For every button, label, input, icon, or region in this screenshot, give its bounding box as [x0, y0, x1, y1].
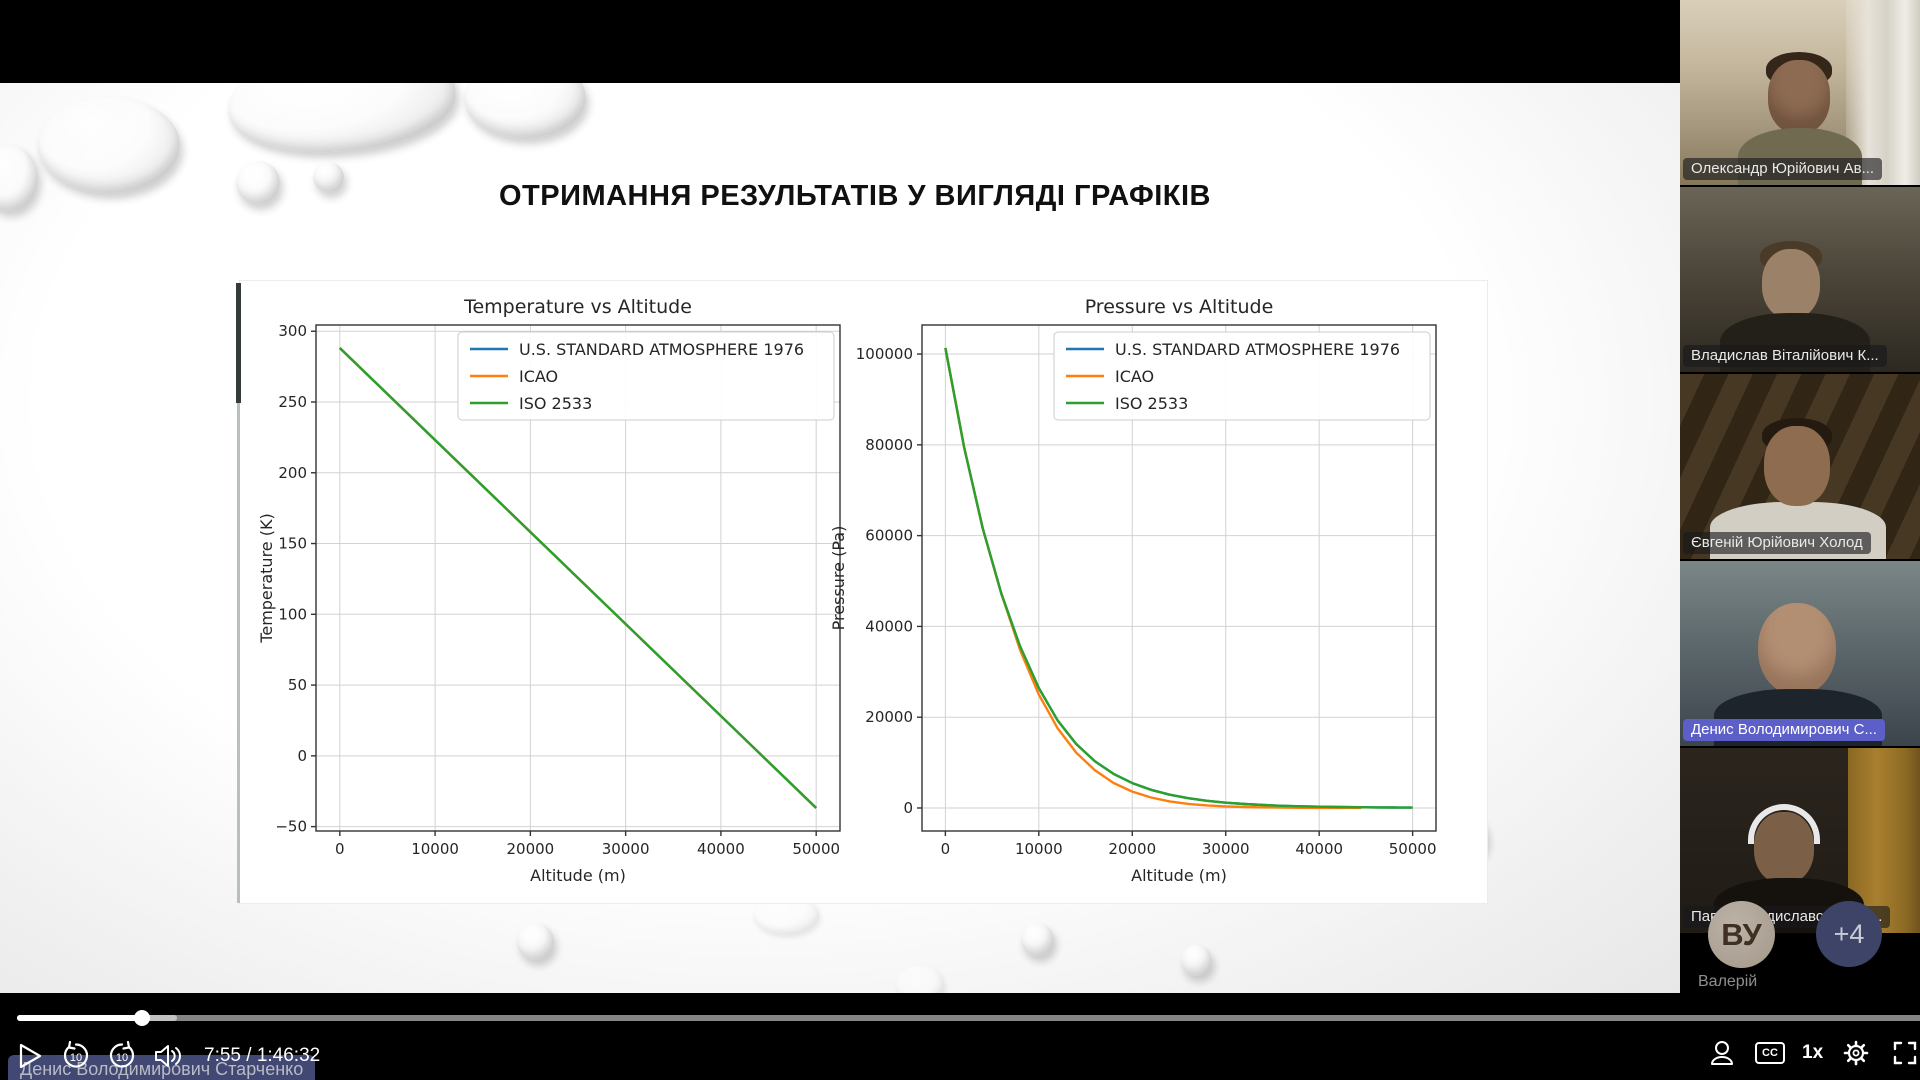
participant-tile[interactable]: Владислав Віталійович К... [1680, 187, 1920, 372]
temperature-chart: 0 10000 20000 30000 40000 50000 −50 0 50 100 150 20… [257, 296, 841, 885]
skip-forward-label: 10 [115, 1052, 129, 1064]
droplet-decoration [464, 83, 586, 138]
svg-text:250: 250 [278, 393, 307, 411]
droplet-decoration [224, 83, 460, 161]
droplet-decoration [313, 162, 344, 192]
svg-text:0: 0 [297, 747, 307, 765]
participant-video [1762, 249, 1820, 319]
svg-text:50000: 50000 [792, 840, 840, 858]
svg-text:50000: 50000 [1389, 840, 1437, 858]
participant-video [1754, 812, 1814, 884]
svg-text:U.S. STANDARD ATMOSPHERE 1976: U.S. STANDARD ATMOSPHERE 1976 [1115, 340, 1400, 359]
svg-text:80000: 80000 [865, 436, 913, 454]
svg-text:ISO 2533: ISO 2533 [519, 394, 592, 413]
droplet-decoration [517, 923, 554, 960]
svg-text:10000: 10000 [1015, 840, 1063, 858]
svg-text:Altitude (m): Altitude (m) [1131, 866, 1227, 885]
captions-button[interactable]: CC [1755, 1042, 1785, 1064]
overflow-participants-zone: ВУ +4 Валерій [1680, 901, 1920, 1080]
svg-text:40000: 40000 [697, 840, 745, 858]
svg-text:Pressure vs Altitude: Pressure vs Altitude [1085, 296, 1274, 318]
pressure-chart: 0 10000 20000 30000 40000 50000 0 20000 40000 600… [829, 296, 1437, 885]
droplet-decoration [1021, 923, 1054, 956]
svg-text:ICAO: ICAO [1115, 367, 1154, 386]
more-count: +4 [1833, 918, 1865, 949]
seek-knob[interactable] [134, 1010, 151, 1026]
participant-tile[interactable]: Олександр Юрійович Ав... [1680, 0, 1920, 185]
play-button[interactable] [14, 1040, 46, 1072]
participants-sidebar: Олександр Юрійович Ав... Владислав Вітал… [1680, 0, 1920, 1080]
shared-screen-area: ОТРИМАННЯ РЕЗУЛЬТАТІВ У ВИГЛЯДІ ГРАФІКІВ… [0, 0, 1680, 993]
droplet-decoration [896, 965, 944, 993]
time-display: 7:55 / 1:46:32 [204, 1045, 321, 1066]
svg-text:10000: 10000 [411, 840, 459, 858]
svg-text:20000: 20000 [1108, 840, 1156, 858]
playback-speed-button[interactable]: 1x [1802, 1042, 1824, 1063]
slide-scrollbar-track [237, 403, 240, 903]
svg-text:U.S. STANDARD ATMOSPHERE 1976: U.S. STANDARD ATMOSPHERE 1976 [519, 340, 804, 359]
svg-text:20000: 20000 [507, 840, 555, 858]
svg-text:0: 0 [903, 799, 913, 817]
cc-label: CC [1762, 1047, 1778, 1059]
participant-tile[interactable]: Євгеній Юрійович Холод [1680, 374, 1920, 559]
svg-text:50: 50 [288, 676, 307, 694]
svg-text:30000: 30000 [1202, 840, 1250, 858]
participant-name-label: Євгеній Юрійович Холод [1683, 532, 1871, 554]
svg-text:ICAO: ICAO [519, 367, 558, 386]
participant-name-label: Олександр Юрійович Ав... [1683, 158, 1883, 180]
droplet-decoration [1181, 945, 1212, 976]
svg-text:−50: −50 [275, 818, 307, 836]
participant-video [1768, 60, 1830, 134]
player-controls-right: CC 1x [1706, 1036, 1920, 1070]
svg-text:40000: 40000 [865, 617, 913, 635]
settings-gear-icon[interactable] [1840, 1037, 1872, 1069]
droplet-decoration [38, 97, 180, 193]
svg-text:Altitude (m): Altitude (m) [530, 866, 626, 885]
avatar-initials: ВУ [1721, 916, 1762, 952]
participant-video [1764, 426, 1830, 506]
seek-bar[interactable] [0, 1010, 1920, 1026]
svg-text:20000: 20000 [865, 708, 913, 726]
speaker-name-toast: Денис Володимирович Старченко [8, 1055, 316, 1080]
svg-text:Temperature vs Altitude: Temperature vs Altitude [463, 296, 692, 318]
person-icon[interactable] [1706, 1037, 1738, 1069]
participant-tile[interactable]: Павло Владиславович За... [1680, 748, 1920, 933]
seek-track[interactable] [17, 1015, 1920, 1021]
volume-button[interactable] [152, 1040, 184, 1072]
participant-name-label: Денис Володимирович С... [1683, 719, 1885, 741]
svg-text:200: 200 [278, 464, 307, 482]
droplet-decoration [236, 161, 280, 204]
svg-text:30000: 30000 [602, 840, 650, 858]
presentation-slide: ОТРИМАННЯ РЕЗУЛЬТАТІВ У ВИГЛЯДІ ГРАФІКІВ… [0, 83, 1680, 993]
charts-figure-panel: 0 10000 20000 30000 40000 50000 −50 0 50 100 150 20… [236, 281, 1487, 903]
participant-video [1758, 603, 1836, 695]
skip-forward-10-button[interactable]: 10 [106, 1040, 138, 1072]
svg-text:300: 300 [278, 322, 307, 340]
letterbox-top [0, 0, 1680, 83]
seek-played [17, 1015, 143, 1021]
skip-back-10-button[interactable]: 10 [60, 1040, 92, 1072]
svg-text:Temperature (K): Temperature (K) [257, 513, 276, 643]
slide-scrollbar-segment [236, 283, 241, 403]
participant-name-label: Владислав Віталійович К... [1683, 345, 1887, 367]
avatar-caption: Валерій [1698, 973, 1758, 990]
svg-text:40000: 40000 [1295, 840, 1343, 858]
skip-back-label: 10 [69, 1052, 83, 1064]
participant-tile-active-speaker[interactable]: Денис Володимирович С... [1680, 561, 1920, 746]
svg-text:60000: 60000 [865, 527, 913, 545]
svg-text:ISO 2533: ISO 2533 [1115, 394, 1188, 413]
more-participants-badge[interactable]: +4 [1816, 901, 1882, 967]
svg-text:100000: 100000 [856, 345, 913, 363]
svg-text:0: 0 [335, 840, 345, 858]
slide-title: ОТРИМАННЯ РЕЗУЛЬТАТІВ У ВИГЛЯДІ ГРАФІКІВ [499, 180, 1211, 212]
fullscreen-button[interactable] [1889, 1037, 1920, 1069]
player-controls-left: 10 10 7:55 / 1:46:32 [14, 1038, 320, 1074]
svg-text:150: 150 [278, 535, 307, 553]
svg-text:0: 0 [941, 840, 951, 858]
svg-text:Pressure (Pa): Pressure (Pa) [829, 526, 848, 631]
participant-avatar[interactable]: ВУ [1708, 901, 1775, 968]
svg-text:100: 100 [278, 605, 307, 623]
